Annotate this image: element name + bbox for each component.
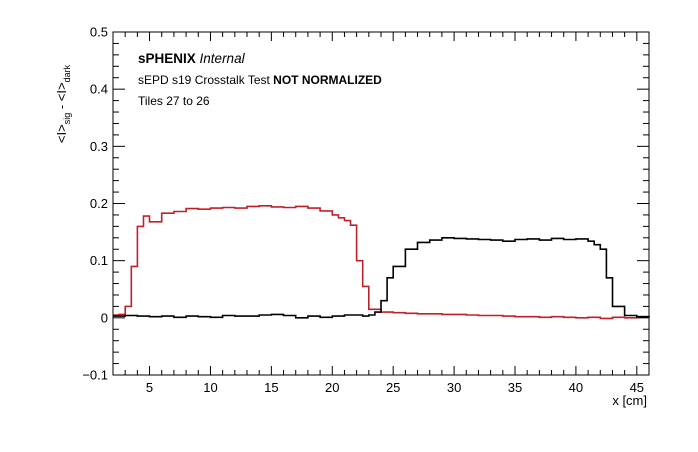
- y-tick-label: 0.5: [90, 25, 108, 40]
- x-axis-ticks: 5 10 15 20 25 30 35 40 45: [124, 32, 644, 395]
- x-tick-label: 40: [569, 380, 583, 395]
- y-tick-label: 0.3: [90, 139, 108, 154]
- y-axis-ticks: −0.1 0 0.1 0.2 0.3 0.4 0.5: [82, 25, 649, 383]
- annotation-test-normal: sEPD s19 Crosstalk Test: [138, 73, 273, 87]
- series-line-0: [113, 205, 650, 320]
- y-tick-label: 0: [101, 310, 108, 325]
- y-label-dark-sub: dark: [62, 64, 72, 82]
- x-tick-label: 10: [203, 380, 217, 395]
- annotation-tiles: Tiles 27 to 26: [138, 94, 210, 108]
- x-tick-label: 45: [630, 380, 644, 395]
- y-label-signal: <I>: [54, 124, 69, 143]
- x-tick-label: 20: [325, 380, 339, 395]
- annotation-sphenix: sPHENIX Internal: [138, 51, 246, 66]
- x-tick-label: 25: [386, 380, 400, 395]
- y-label-dark: <I>: [54, 82, 69, 101]
- series-layer: [113, 205, 650, 320]
- y-axis-label: <I>sig - <I>dark: [54, 64, 72, 143]
- y-tick-label: −0.1: [82, 368, 108, 383]
- y-label-minus: -: [54, 101, 69, 113]
- x-tick-label: 30: [447, 380, 461, 395]
- x-tick-label: 15: [264, 380, 278, 395]
- y-tick-label: 0.4: [90, 82, 108, 97]
- x-tick-label: 35: [508, 380, 522, 395]
- y-tick-label: 0.2: [90, 196, 108, 211]
- series-line-1: [113, 237, 650, 319]
- x-axis-label: x [cm]: [612, 393, 647, 408]
- annotation-test-title: sEPD s19 Crosstalk Test NOT NORMALIZED: [138, 73, 382, 87]
- y-label-signal-sub: sig: [62, 113, 72, 125]
- annotation-internal: Internal: [200, 51, 246, 66]
- x-tick-label: 5: [146, 380, 153, 395]
- y-tick-label: 0.1: [90, 253, 108, 268]
- annotation-not-normalized: NOT NORMALIZED: [273, 73, 382, 87]
- annotation-sphenix-bold: sPHENIX: [138, 51, 196, 66]
